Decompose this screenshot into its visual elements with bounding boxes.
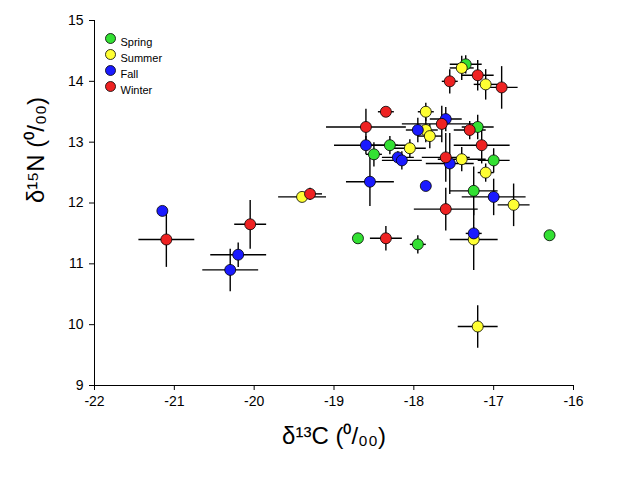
svg-text:-22: -22 xyxy=(84,393,104,409)
svg-text:10: 10 xyxy=(68,316,84,332)
svg-text:15: 15 xyxy=(68,12,84,28)
svg-text:-21: -21 xyxy=(164,393,184,409)
svg-text:-19: -19 xyxy=(324,393,344,409)
svg-text:-17: -17 xyxy=(484,393,504,409)
svg-text:11: 11 xyxy=(69,255,84,271)
svg-text:Spring: Spring xyxy=(121,36,153,48)
svg-text:δ¹³C (⁰/₀₀): δ¹³C (⁰/₀₀) xyxy=(282,422,386,449)
svg-text:Summer: Summer xyxy=(121,52,163,64)
svg-text:-16: -16 xyxy=(563,393,583,409)
svg-text:-18: -18 xyxy=(404,393,424,409)
svg-text:Winter: Winter xyxy=(121,84,153,96)
svg-text:12: 12 xyxy=(68,194,84,210)
svg-text:Fall: Fall xyxy=(121,68,139,80)
svg-text:δ¹⁵N (⁰/₀₀): δ¹⁵N (⁰/₀₀) xyxy=(22,97,49,203)
svg-text:13: 13 xyxy=(68,134,84,150)
svg-text:-20: -20 xyxy=(244,393,264,409)
svg-text:14: 14 xyxy=(68,73,84,89)
svg-text:9: 9 xyxy=(76,377,84,393)
